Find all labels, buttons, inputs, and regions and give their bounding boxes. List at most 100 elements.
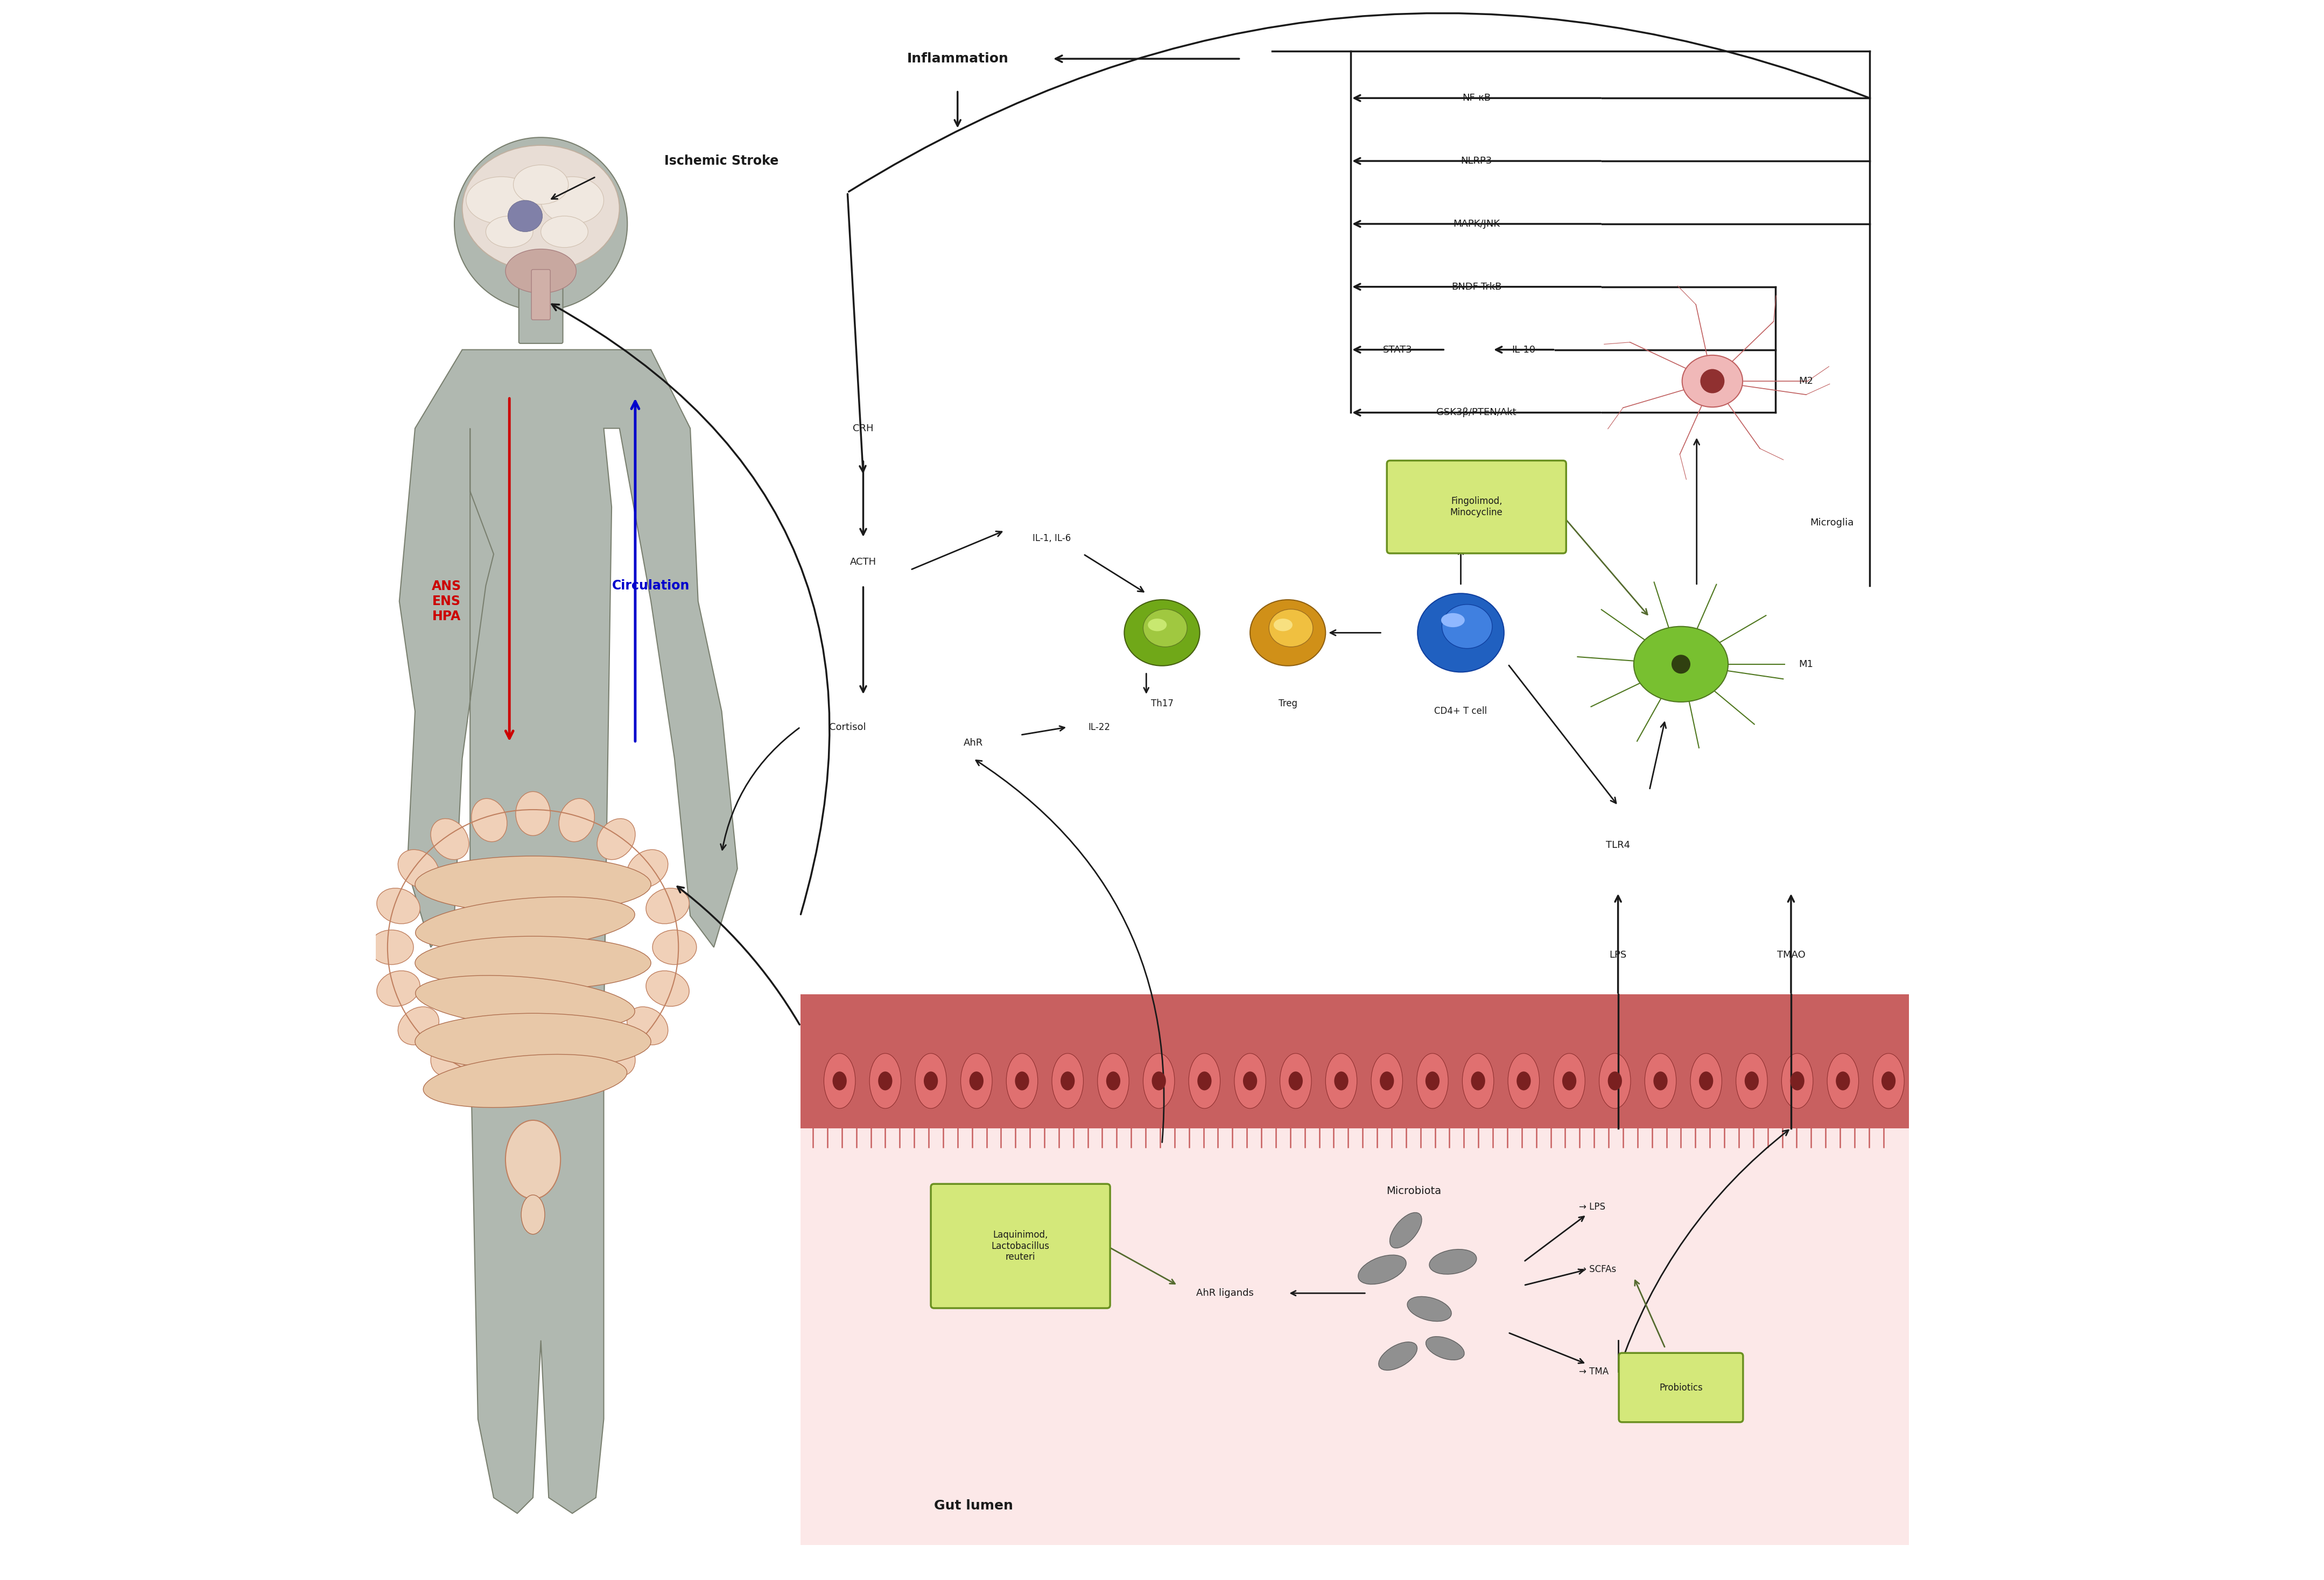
Text: M2: M2	[1799, 376, 1813, 386]
Text: Laquinimod,
Lactobacillus
reuteri: Laquinimod, Lactobacillus reuteri	[992, 1229, 1050, 1262]
Ellipse shape	[1699, 1071, 1713, 1090]
Ellipse shape	[1599, 1054, 1631, 1109]
Ellipse shape	[1418, 1054, 1448, 1109]
Ellipse shape	[1471, 1071, 1485, 1090]
Ellipse shape	[1390, 1212, 1422, 1248]
Ellipse shape	[486, 216, 532, 248]
Ellipse shape	[1736, 1054, 1769, 1109]
Circle shape	[1671, 654, 1690, 673]
Ellipse shape	[1106, 1071, 1120, 1090]
Ellipse shape	[541, 216, 588, 248]
Ellipse shape	[558, 798, 595, 842]
Ellipse shape	[416, 975, 634, 1029]
Ellipse shape	[1016, 1071, 1030, 1090]
Ellipse shape	[1645, 1054, 1676, 1109]
Ellipse shape	[1378, 1341, 1418, 1370]
Ellipse shape	[1608, 1071, 1622, 1090]
Ellipse shape	[376, 888, 421, 924]
Ellipse shape	[504, 250, 576, 292]
Ellipse shape	[1427, 1337, 1464, 1360]
Ellipse shape	[1143, 1054, 1174, 1109]
Ellipse shape	[1325, 1054, 1357, 1109]
Ellipse shape	[376, 970, 421, 1006]
Polygon shape	[400, 349, 737, 1514]
Ellipse shape	[1441, 605, 1492, 648]
Ellipse shape	[472, 1052, 507, 1097]
Text: CRH: CRH	[853, 423, 874, 433]
Ellipse shape	[514, 164, 569, 204]
Ellipse shape	[1745, 1071, 1759, 1090]
Ellipse shape	[1462, 1054, 1494, 1109]
Ellipse shape	[1006, 1054, 1039, 1109]
Ellipse shape	[1125, 600, 1199, 665]
Ellipse shape	[1281, 1054, 1311, 1109]
Ellipse shape	[1274, 619, 1292, 630]
Ellipse shape	[1827, 1054, 1859, 1109]
Ellipse shape	[597, 818, 634, 860]
Ellipse shape	[869, 1054, 902, 1109]
Text: M1: M1	[1799, 659, 1813, 668]
Circle shape	[456, 137, 627, 310]
Ellipse shape	[1789, 1071, 1803, 1090]
Ellipse shape	[923, 1071, 939, 1090]
Text: Probiotics: Probiotics	[1659, 1382, 1703, 1392]
Ellipse shape	[1287, 1071, 1304, 1090]
Ellipse shape	[416, 897, 634, 951]
Ellipse shape	[1429, 1250, 1476, 1273]
Ellipse shape	[832, 1071, 846, 1090]
FancyBboxPatch shape	[1387, 460, 1566, 553]
Ellipse shape	[1334, 1071, 1348, 1090]
Text: ANS
ENS
HPA: ANS ENS HPA	[432, 580, 462, 623]
Ellipse shape	[1425, 1071, 1439, 1090]
Ellipse shape	[416, 1013, 651, 1070]
Text: CD4+ T cell: CD4+ T cell	[1434, 706, 1487, 716]
Text: Treg: Treg	[1278, 698, 1297, 708]
Ellipse shape	[462, 145, 621, 272]
Ellipse shape	[1652, 1071, 1669, 1090]
FancyBboxPatch shape	[532, 270, 551, 319]
Ellipse shape	[1097, 1054, 1129, 1109]
Ellipse shape	[516, 1059, 551, 1103]
Text: Fingolimod,
Minocycline: Fingolimod, Minocycline	[1450, 496, 1504, 517]
Ellipse shape	[1873, 1054, 1903, 1109]
Ellipse shape	[558, 1052, 595, 1097]
Ellipse shape	[646, 888, 690, 924]
Ellipse shape	[646, 970, 690, 1006]
Ellipse shape	[597, 1035, 634, 1076]
Ellipse shape	[627, 1006, 667, 1044]
Ellipse shape	[1148, 619, 1167, 630]
Ellipse shape	[1250, 600, 1325, 665]
Text: Microbiota: Microbiota	[1385, 1187, 1441, 1196]
Ellipse shape	[1783, 1054, 1813, 1109]
Ellipse shape	[1408, 1297, 1452, 1321]
Text: AhR: AhR	[964, 738, 983, 747]
Ellipse shape	[627, 850, 667, 888]
Ellipse shape	[1380, 1071, 1394, 1090]
Text: IL-1, IL-6: IL-1, IL-6	[1032, 534, 1071, 544]
Ellipse shape	[1634, 626, 1729, 702]
Ellipse shape	[1882, 1071, 1896, 1090]
Ellipse shape	[1418, 594, 1504, 672]
Ellipse shape	[825, 1054, 855, 1109]
Text: Gut lumen: Gut lumen	[934, 1499, 1013, 1512]
Ellipse shape	[430, 818, 469, 860]
Text: NF-κB: NF-κB	[1462, 93, 1490, 103]
Ellipse shape	[878, 1071, 892, 1090]
Ellipse shape	[472, 798, 507, 842]
Ellipse shape	[416, 856, 651, 913]
Ellipse shape	[1243, 1071, 1257, 1090]
Ellipse shape	[541, 177, 604, 224]
Ellipse shape	[1190, 1054, 1220, 1109]
Ellipse shape	[1508, 1054, 1538, 1109]
Ellipse shape	[1053, 1054, 1083, 1109]
Ellipse shape	[397, 850, 439, 888]
Text: NLRP3: NLRP3	[1462, 156, 1492, 166]
Text: ACTH: ACTH	[851, 558, 876, 567]
Ellipse shape	[1552, 1054, 1585, 1109]
Ellipse shape	[1357, 1255, 1406, 1285]
Text: TLR4: TLR4	[1606, 841, 1629, 850]
Text: Ischemic Stroke: Ischemic Stroke	[665, 155, 779, 167]
Ellipse shape	[960, 1054, 992, 1109]
Text: Cortisol: Cortisol	[830, 722, 867, 732]
FancyBboxPatch shape	[518, 278, 562, 343]
